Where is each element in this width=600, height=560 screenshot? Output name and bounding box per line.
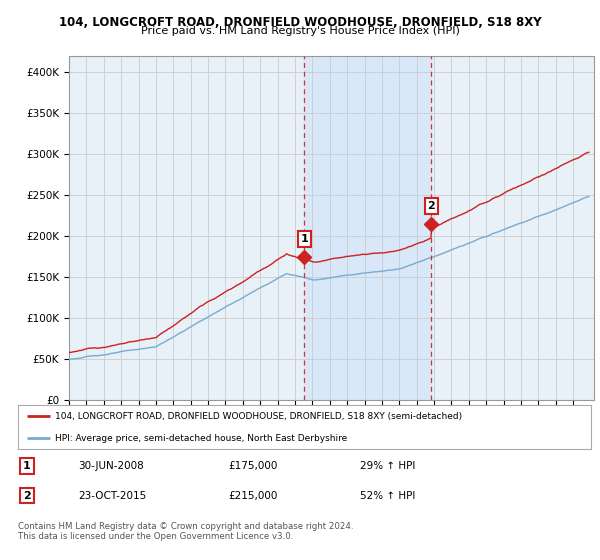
Text: 1: 1 [23,461,31,471]
Text: 30-JUN-2008: 30-JUN-2008 [78,461,144,471]
Text: 52% ↑ HPI: 52% ↑ HPI [360,491,415,501]
Text: 29% ↑ HPI: 29% ↑ HPI [360,461,415,471]
Text: Price paid vs. HM Land Registry's House Price Index (HPI): Price paid vs. HM Land Registry's House … [140,26,460,36]
Bar [304,56,431,400]
Text: 104, LONGCROFT ROAD, DRONFIELD WOODHOUSE, DRONFIELD, S18 8XY (semi-detached): 104, LONGCROFT ROAD, DRONFIELD WOODHOUSE… [55,412,463,421]
Text: £215,000: £215,000 [228,491,277,501]
Text: 2: 2 [23,491,31,501]
Text: 2: 2 [428,201,436,211]
Text: Contains HM Land Registry data © Crown copyright and database right 2024.
This d: Contains HM Land Registry data © Crown c… [18,522,353,542]
Text: HPI: Average price, semi-detached house, North East Derbyshire: HPI: Average price, semi-detached house,… [55,433,347,443]
Text: 23-OCT-2015: 23-OCT-2015 [78,491,146,501]
Text: 104, LONGCROFT ROAD, DRONFIELD WOODHOUSE, DRONFIELD, S18 8XY: 104, LONGCROFT ROAD, DRONFIELD WOODHOUSE… [59,16,541,29]
Text: £175,000: £175,000 [228,461,277,471]
Text: 1: 1 [301,234,308,244]
